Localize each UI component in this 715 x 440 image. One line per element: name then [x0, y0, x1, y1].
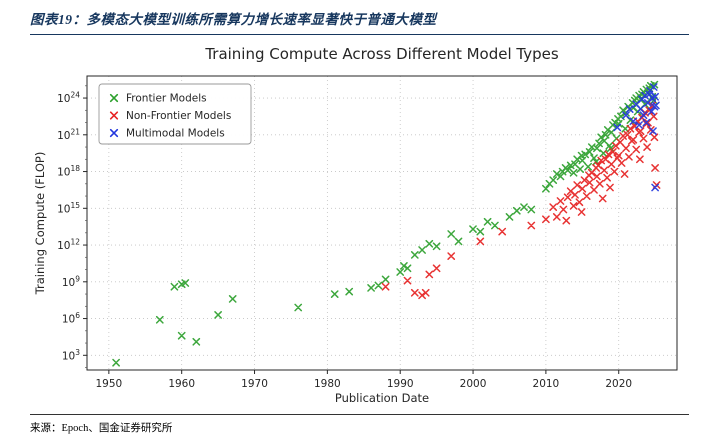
axis-ticks: 1950 1960 1970 1980 1990 2000 2010 2020 103 106 10…	[57, 85, 632, 390]
y-tick-label: 106	[62, 311, 80, 326]
x-tick-label: 1950	[95, 378, 122, 390]
y-tick-label: 103	[62, 348, 80, 363]
x-tick-label: 2020	[605, 378, 632, 390]
y-tick-label: 1012	[57, 238, 80, 253]
y-tick-label: 1021	[57, 127, 80, 142]
non-frontier-models-points	[381, 101, 661, 300]
legend-marker-icon	[109, 128, 119, 138]
x-tick-label: 2010	[533, 378, 560, 390]
y-tick-label: 109	[62, 274, 80, 289]
figure-title: 图表19：多模态大模型训练所需算力增长速率显著快于普通大模型	[30, 12, 437, 27]
legend: Frontier Models Non-Frontier Models Multim…	[98, 83, 252, 145]
plot-frame	[86, 75, 678, 371]
x-axis-label: Publication Date	[334, 391, 430, 405]
x-tick-label: 1990	[387, 378, 414, 390]
y-tick-label: 1015	[57, 201, 80, 216]
y-tick-label: 1024	[57, 91, 80, 106]
multimodal-models-points	[613, 83, 660, 192]
legend-label: Frontier Models	[126, 93, 207, 105]
x-tick-label: 1960	[168, 378, 195, 390]
x-tick-label: 1970	[241, 378, 268, 390]
chart-area: Training Compute Across Different Model …	[12, 40, 704, 412]
legend-marker-icon	[109, 111, 119, 120]
scatter-plot: 1950 1960 1970 1980 1990 2000 2010 2020 103 106 10…	[57, 75, 678, 390]
x-tick-label: 2000	[460, 378, 487, 390]
y-tick-label: 1018	[57, 164, 80, 179]
source-text: 来源：Epoch、国金证券研究所	[30, 423, 173, 434]
legend-label: Multimodal Models	[126, 128, 225, 140]
legend-label: Non-Frontier Models	[126, 110, 231, 122]
legend-marker-icon	[109, 93, 119, 103]
x-tick-label: 1980	[314, 378, 341, 390]
figure-footer: 来源：Epoch、国金证券研究所	[30, 414, 689, 435]
frontier-models-points	[112, 80, 659, 367]
figure-header: 图表19：多模态大模型训练所需算力增长速率显著快于普通大模型	[30, 8, 689, 35]
chart-title: Training Compute Across Different Model …	[205, 45, 559, 63]
